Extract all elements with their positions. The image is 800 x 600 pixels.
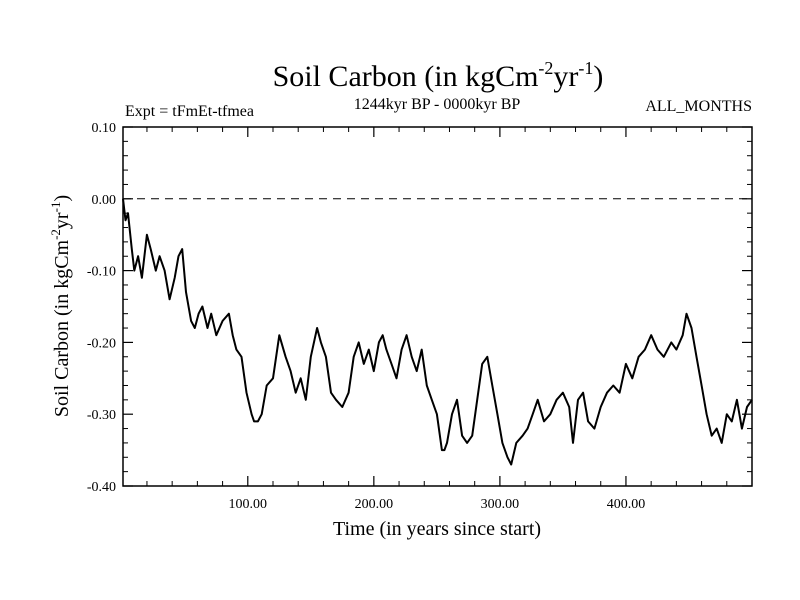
y-axis-label: Soil Carbon (in kgCm-2yr-1) bbox=[48, 195, 73, 417]
x-tick-label: 400.00 bbox=[607, 497, 646, 512]
subtitle-center: 1244kyr BP - 0000kyr BP bbox=[354, 96, 521, 113]
y-tick-label: -0.20 bbox=[87, 336, 116, 351]
chart-title-sup2: -1 bbox=[578, 58, 593, 78]
y-tick-label: -0.40 bbox=[87, 480, 116, 495]
x-axis-label: Time (in years since start) bbox=[333, 518, 541, 540]
chart-title: Soil Carbon (in kgCm-2yr-1) bbox=[273, 58, 604, 93]
y-axis-label-sup2: -1 bbox=[48, 202, 63, 213]
series-line-soil-carbon bbox=[122, 198, 753, 466]
chart-title-main: Soil Carbon (in kgCm bbox=[273, 60, 539, 93]
axis-tick-labels: 0.10 0.00 -0.10 -0.20 -0.30 -0.40 100.00 200.00… bbox=[87, 121, 645, 512]
plot-frame bbox=[122, 126, 753, 487]
x-tick-label: 200.00 bbox=[355, 497, 394, 512]
x-tick-label: 100.00 bbox=[229, 497, 268, 512]
chart-title-sup1: -2 bbox=[538, 58, 553, 78]
y-tick-label: 0.00 bbox=[92, 193, 117, 208]
y-axis-label-main: Soil Carbon (in kgCm bbox=[51, 239, 73, 417]
axis-ticks bbox=[123, 126, 752, 487]
y-axis-label-end: ) bbox=[51, 195, 73, 202]
y-tick-label: 0.10 bbox=[92, 121, 117, 136]
subtitle-right: ALL_MONTHS bbox=[645, 98, 752, 115]
y-tick-label: -0.30 bbox=[87, 408, 116, 423]
chart-title-end: ) bbox=[593, 60, 603, 93]
y-axis-label-sup1: -2 bbox=[48, 229, 63, 240]
subtitle-left: Expt = tFmEt-tfmea bbox=[125, 103, 254, 120]
chart-title-mid: yr bbox=[553, 60, 578, 93]
x-tick-label: 300.00 bbox=[481, 497, 520, 512]
y-axis-label-mid: yr bbox=[51, 212, 73, 229]
y-tick-label: -0.10 bbox=[87, 265, 116, 280]
